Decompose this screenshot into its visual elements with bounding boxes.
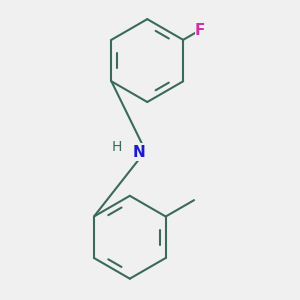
Text: N: N: [132, 145, 145, 160]
Text: F: F: [195, 22, 205, 38]
Text: H: H: [112, 140, 122, 154]
